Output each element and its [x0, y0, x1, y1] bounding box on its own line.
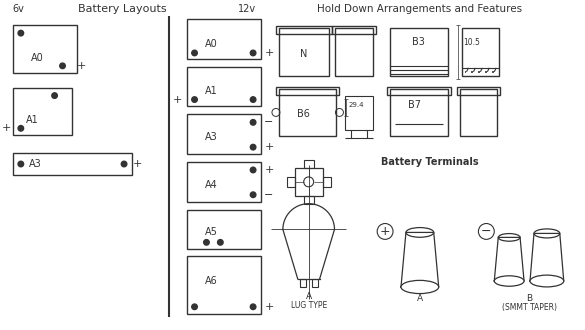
Bar: [13, 88, 73, 135]
Bar: [312, 279, 318, 287]
Circle shape: [250, 50, 256, 56]
Text: Battery Terminals: Battery Terminals: [381, 157, 479, 167]
Bar: [279, 28, 329, 76]
Circle shape: [52, 93, 57, 98]
Text: −: −: [481, 225, 491, 238]
Bar: [187, 210, 261, 249]
Ellipse shape: [401, 280, 439, 294]
Bar: [276, 26, 332, 34]
Bar: [390, 28, 448, 76]
Bar: [332, 26, 376, 34]
Bar: [187, 115, 261, 154]
Text: +: +: [2, 123, 12, 133]
Text: +: +: [264, 165, 274, 175]
Bar: [335, 28, 373, 76]
Text: A6: A6: [205, 276, 218, 286]
Text: A3: A3: [29, 159, 42, 169]
Bar: [304, 196, 314, 204]
Circle shape: [192, 97, 197, 102]
Text: A0: A0: [205, 39, 218, 49]
Circle shape: [204, 240, 209, 245]
Text: +: +: [264, 142, 274, 152]
Text: N: N: [300, 49, 307, 59]
Circle shape: [192, 50, 197, 56]
Text: B: B: [526, 294, 532, 303]
Bar: [462, 28, 499, 76]
Bar: [390, 89, 448, 136]
Text: B7: B7: [408, 100, 421, 110]
Text: −: −: [264, 117, 274, 127]
Text: A0: A0: [32, 53, 44, 63]
Circle shape: [121, 161, 127, 167]
Text: +: +: [132, 159, 142, 169]
Circle shape: [250, 192, 256, 198]
Bar: [187, 67, 261, 107]
Text: A3: A3: [205, 132, 218, 142]
Text: A: A: [417, 294, 423, 303]
Text: 10.5: 10.5: [463, 38, 480, 47]
Circle shape: [250, 119, 256, 125]
Text: +: +: [380, 225, 390, 238]
Text: −: −: [264, 190, 274, 200]
Ellipse shape: [530, 275, 564, 287]
Text: LUG TYPE: LUG TYPE: [291, 301, 327, 310]
Circle shape: [250, 145, 256, 150]
Circle shape: [60, 63, 66, 69]
Text: +: +: [264, 302, 274, 312]
Circle shape: [250, 97, 256, 102]
Text: A: A: [305, 292, 312, 301]
Text: B6: B6: [297, 110, 310, 119]
Bar: [187, 162, 261, 202]
Circle shape: [18, 125, 23, 131]
Bar: [295, 168, 322, 196]
Bar: [13, 153, 132, 175]
Text: +: +: [173, 95, 183, 105]
Text: Hold Down Arrangements and Features: Hold Down Arrangements and Features: [317, 4, 522, 14]
Bar: [345, 96, 373, 130]
Bar: [276, 87, 339, 95]
Bar: [13, 25, 77, 73]
Text: A1: A1: [205, 85, 218, 96]
Circle shape: [250, 167, 256, 173]
Circle shape: [250, 304, 256, 310]
Circle shape: [192, 304, 197, 310]
Bar: [279, 89, 336, 136]
Bar: [304, 160, 314, 168]
Circle shape: [18, 161, 23, 167]
Bar: [456, 87, 500, 95]
Text: 29.4: 29.4: [349, 102, 364, 108]
Circle shape: [18, 30, 23, 36]
Text: A1: A1: [26, 115, 39, 125]
Bar: [460, 89, 497, 136]
Text: Battery Layouts: Battery Layouts: [78, 4, 166, 14]
Text: 12v: 12v: [238, 4, 256, 14]
Text: A5: A5: [205, 227, 218, 237]
Text: (SMMT TAPER): (SMMT TAPER): [501, 303, 556, 312]
Text: +: +: [77, 61, 86, 71]
Bar: [187, 19, 261, 59]
Ellipse shape: [494, 276, 524, 286]
Text: +: +: [264, 48, 274, 58]
Bar: [387, 87, 450, 95]
Bar: [187, 256, 261, 314]
Bar: [322, 177, 331, 187]
Text: 6v: 6v: [12, 4, 24, 14]
Text: A4: A4: [205, 180, 218, 190]
Text: B3: B3: [412, 37, 425, 47]
Circle shape: [218, 240, 223, 245]
Bar: [287, 177, 295, 187]
Bar: [300, 279, 306, 287]
